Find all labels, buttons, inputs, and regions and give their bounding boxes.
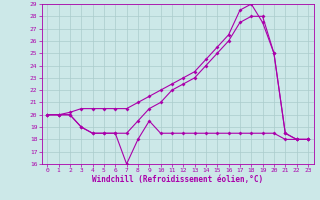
- X-axis label: Windchill (Refroidissement éolien,°C): Windchill (Refroidissement éolien,°C): [92, 175, 263, 184]
